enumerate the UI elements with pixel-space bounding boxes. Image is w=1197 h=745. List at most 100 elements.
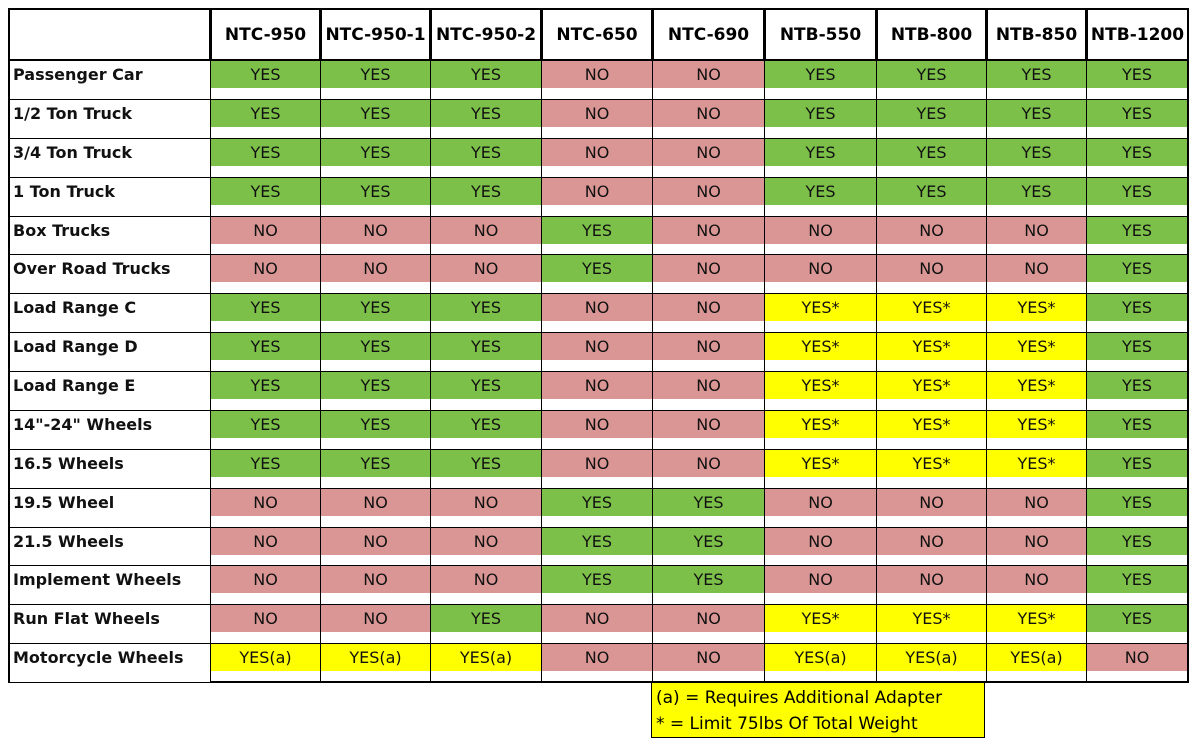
- cell: YES: [430, 98, 542, 139]
- cell: YES: [320, 60, 431, 100]
- cell-value: YES*: [877, 372, 986, 399]
- row-header-cell: Box Trucks: [8, 215, 211, 256]
- row-label: Load Range C: [13, 298, 137, 318]
- cell-value: YES: [431, 61, 541, 88]
- cell: YES: [430, 448, 542, 489]
- column-header: NTC-650: [541, 8, 653, 61]
- cell-value: NO: [987, 527, 1086, 555]
- cell: YES: [541, 526, 653, 567]
- cell: YES: [210, 409, 321, 450]
- cell: YES: [430, 371, 542, 411]
- cell-value: YES*: [877, 294, 986, 322]
- cell: YES*: [876, 332, 987, 373]
- cell-value: YES(a): [431, 644, 541, 672]
- cell: YES: [541, 215, 653, 256]
- row-label: Run Flat Wheels: [13, 609, 160, 629]
- cell-value: NO: [877, 488, 986, 516]
- cell-value: YES: [431, 372, 541, 399]
- cell-value: NO: [542, 333, 652, 361]
- cell: YES: [320, 137, 431, 178]
- cell-value: YES*: [877, 605, 986, 633]
- cell-value: YES*: [765, 410, 876, 438]
- cell: YES: [764, 137, 877, 178]
- cell: NO: [876, 254, 987, 295]
- cell-value: NO: [431, 527, 541, 555]
- cell-value: YES: [542, 527, 652, 555]
- cell-value: YES: [765, 99, 876, 127]
- cell-value: YES*: [987, 449, 1086, 477]
- cell-value: YES: [321, 333, 430, 361]
- cell: YES: [986, 176, 1087, 217]
- row-label: 14"-24" Wheels: [13, 414, 153, 434]
- cell: YES: [430, 293, 542, 334]
- row-header-cell: 3/4 Ton Truck: [8, 137, 211, 178]
- cell-value: YES(a): [987, 644, 1086, 672]
- cell-value: YES*: [765, 372, 876, 399]
- cell: YES: [764, 60, 877, 100]
- row-label: 19.5 Wheel: [13, 492, 115, 512]
- cell-value: YES: [211, 99, 320, 127]
- cell-value: YES: [1087, 99, 1187, 127]
- cell-value: YES*: [987, 294, 1086, 322]
- cell-value: YES: [321, 138, 430, 166]
- cell-value: YES: [1087, 216, 1187, 244]
- cell: YES*: [764, 332, 877, 373]
- legend-line: * = Limit 75lbs Of Total Weight: [656, 714, 918, 734]
- cell-value: NO: [653, 372, 764, 399]
- cell-value: YES: [765, 61, 876, 88]
- column-header: NTC-950-2: [430, 8, 542, 61]
- cell: YES*: [764, 604, 877, 645]
- cell-value: YES: [877, 61, 986, 88]
- cell: NO: [876, 487, 987, 528]
- cell-value: YES: [1087, 177, 1187, 205]
- cell-value: NO: [321, 216, 430, 244]
- cell-value: YES*: [987, 410, 1086, 438]
- cell: YES: [320, 409, 431, 450]
- cell: YES(a): [986, 643, 1087, 684]
- cell-value: YES: [321, 99, 430, 127]
- cell: YES*: [764, 409, 877, 450]
- cell: NO: [1086, 643, 1189, 684]
- cell-value: NO: [542, 605, 652, 633]
- cell: YES: [430, 176, 542, 217]
- row-header-cell: Implement Wheels: [8, 565, 211, 606]
- cell-value: YES: [211, 138, 320, 166]
- cell-value: NO: [987, 255, 1086, 283]
- cell-value: NO: [1087, 644, 1187, 672]
- cell: YES: [210, 137, 321, 178]
- cell: NO: [876, 215, 987, 256]
- cell: NO: [430, 565, 542, 606]
- cell-value: YES: [1087, 255, 1187, 283]
- cell-value: NO: [765, 566, 876, 594]
- row-label: 1 Ton Truck: [13, 181, 116, 201]
- cell-value: NO: [653, 99, 764, 127]
- cell-value: YES: [321, 410, 430, 438]
- cell-value: YES*: [877, 333, 986, 361]
- cell-value: YES: [765, 177, 876, 205]
- row-label: 3/4 Ton Truck: [13, 142, 132, 162]
- cell-value: NO: [653, 255, 764, 283]
- row-label: 21.5 Wheels: [13, 531, 124, 551]
- cell: NO: [764, 215, 877, 256]
- cell-value: YES: [431, 333, 541, 361]
- column-header: NTB-800: [876, 8, 987, 61]
- cell-value: YES: [542, 216, 652, 244]
- cell: NO: [210, 604, 321, 645]
- cell: YES: [1086, 176, 1189, 217]
- cell: NO: [320, 215, 431, 256]
- cell: YES: [1086, 371, 1189, 411]
- cell-value: NO: [765, 488, 876, 516]
- cell: NO: [764, 526, 877, 567]
- cell: YES: [430, 332, 542, 373]
- row-label: Box Trucks: [13, 220, 111, 240]
- cell-value: YES: [431, 99, 541, 127]
- column-header: NTC-950-1: [320, 8, 431, 61]
- cell-value: NO: [431, 216, 541, 244]
- cell-value: YES: [1087, 372, 1187, 399]
- cell-value: YES: [877, 99, 986, 127]
- row-label: 1/2 Ton Truck: [13, 103, 132, 123]
- cell: YES: [210, 293, 321, 334]
- cell: YES: [1086, 254, 1189, 295]
- cell: YES: [430, 60, 542, 100]
- cell-value: YES*: [765, 294, 876, 322]
